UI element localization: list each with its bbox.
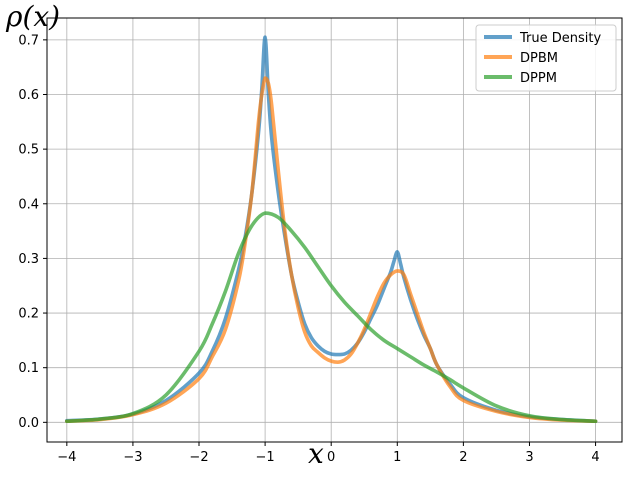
x-tick-label: 4 <box>591 450 599 465</box>
x-tick-label: 0 <box>327 450 335 465</box>
series-lines <box>65 35 598 424</box>
grid-lines <box>47 18 622 442</box>
axis-ticks: −4 −3 −2 −1 0 1 2 3 4 0.0 0.1 0.2 0.3 0.4 0.5 0.6 0.7 <box>18 33 599 465</box>
x-tick-label: −2 <box>189 450 208 465</box>
series-line-dpbm <box>65 76 598 424</box>
legend: True Density DPBM DPPM <box>475 24 617 92</box>
y-tick-label: 0.0 <box>18 416 39 431</box>
y-tick-label: 0.3 <box>18 252 39 267</box>
y-tick-label: 0.2 <box>18 307 39 322</box>
x-tick-label: 2 <box>459 450 467 465</box>
y-tick-label: 0.4 <box>18 197 39 212</box>
x-axis-label: x <box>308 437 324 470</box>
x-tick-label: 3 <box>525 450 533 465</box>
plot-frame <box>46 17 623 443</box>
x-tick-label: −4 <box>57 450 76 465</box>
y-tick-label: 0.1 <box>18 361 39 376</box>
y-tick-label: 0.7 <box>18 33 39 48</box>
x-tick-label: −3 <box>123 450 142 465</box>
x-tick-label: 1 <box>393 450 401 465</box>
legend-label-true-density: True Density <box>519 31 601 46</box>
y-axis-label: ρ(x) <box>5 0 60 33</box>
x-tick-label: −1 <box>256 450 275 465</box>
y-tick-label: 0.6 <box>18 88 39 103</box>
series-line-dppm <box>65 211 598 424</box>
legend-box <box>475 24 617 92</box>
legend-label-dpbm: DPBM <box>520 51 558 66</box>
y-tick-label: 0.5 <box>18 143 39 158</box>
legend-label-dppm: DPPM <box>520 71 557 86</box>
